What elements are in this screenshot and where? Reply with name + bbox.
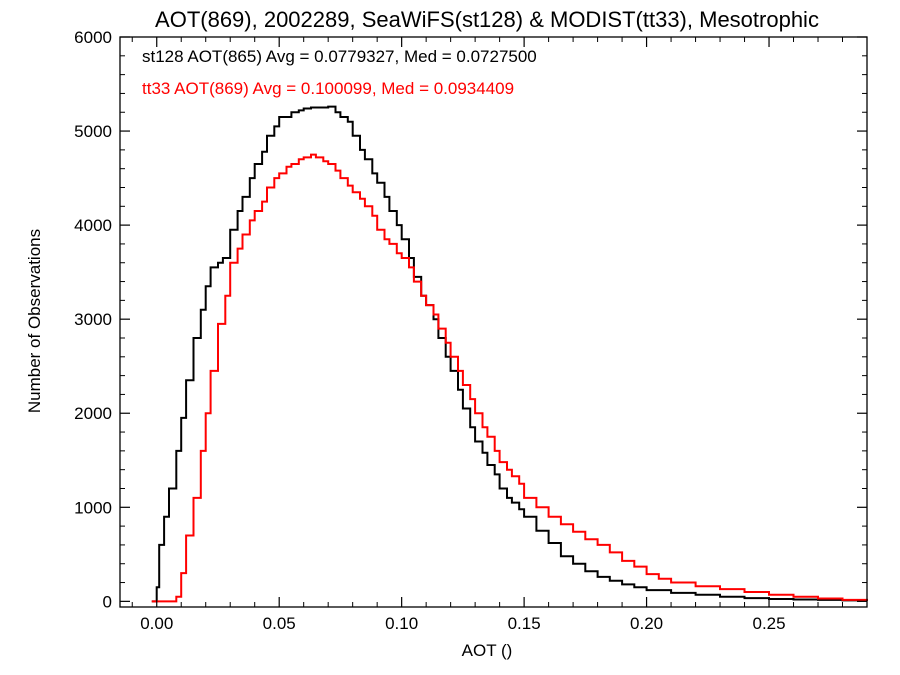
- series-layer: [151, 105, 868, 603]
- x-tick-label: 0.05: [263, 614, 296, 633]
- axes-layer: 0.00 0.05 0.10 0.15 0.20 0.25 0 1000 2000 3000 400…: [74, 28, 868, 633]
- y-tick-label: 4000: [74, 216, 112, 235]
- legend-entry-1: st128 AOT(865) Avg = 0.0779327, Med = 0.…: [142, 47, 537, 66]
- y-axis-title: Number of Observations: [25, 229, 44, 413]
- chart-title: AOT(869), 2002289, SeaWiFS(st128) & MODI…: [155, 7, 819, 32]
- series-2-histogram-line: [151, 153, 868, 603]
- y-tick-label: 5000: [74, 122, 112, 141]
- x-tick-label: 0.10: [385, 614, 418, 633]
- y-tick-label: 2000: [74, 404, 112, 423]
- x-axis-title: AOT (): [462, 641, 513, 660]
- y-tick-label: 1000: [74, 498, 112, 517]
- series-1-histogram-line: [151, 105, 868, 603]
- x-tick-label: 0.00: [140, 614, 173, 633]
- x-tick-label: 0.15: [508, 614, 541, 633]
- x-tick-label: 0.20: [630, 614, 663, 633]
- plot-frame: [119, 36, 868, 608]
- x-tick-label: 0.25: [752, 614, 785, 633]
- legend-layer: st128 AOT(865) Avg = 0.0779327, Med = 0.…: [142, 47, 537, 98]
- y-tick-label: 3000: [74, 310, 112, 329]
- y-tick-label: 6000: [74, 28, 112, 47]
- y-tick-label: 0: [103, 592, 112, 611]
- legend-entry-2: tt33 AOT(869) Avg = 0.100099, Med = 0.09…: [142, 79, 514, 98]
